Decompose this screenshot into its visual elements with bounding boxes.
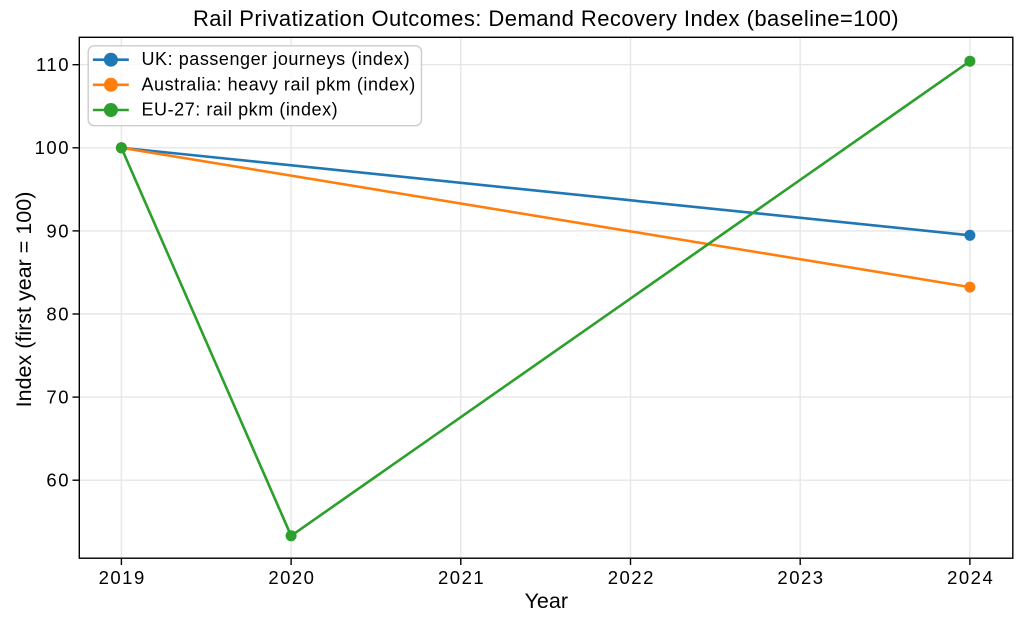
svg-text:Rail Privatization Outcomes: D: Rail Privatization Outcomes: Demand Reco… xyxy=(193,6,899,31)
svg-text:Year: Year xyxy=(525,589,568,613)
svg-text:100: 100 xyxy=(35,137,70,158)
svg-text:2022: 2022 xyxy=(608,567,655,588)
svg-text:80: 80 xyxy=(46,303,70,324)
svg-text:90: 90 xyxy=(46,220,70,241)
svg-text:Australia: heavy rail pkm (ind: Australia: heavy rail pkm (index) xyxy=(142,74,416,94)
svg-text:2023: 2023 xyxy=(777,567,824,588)
svg-text:2019: 2019 xyxy=(99,567,146,588)
svg-text:60: 60 xyxy=(46,470,70,491)
svg-text:2021: 2021 xyxy=(438,567,485,588)
svg-text:110: 110 xyxy=(36,54,70,75)
svg-text:2020: 2020 xyxy=(268,567,315,588)
svg-text:UK: passenger journeys (index): UK: passenger journeys (index) xyxy=(142,49,411,69)
svg-text:70: 70 xyxy=(46,387,70,408)
svg-text:2024: 2024 xyxy=(947,567,994,588)
svg-text:EU-27: rail pkm (index): EU-27: rail pkm (index) xyxy=(142,100,339,120)
svg-text:Index (first year = 100): Index (first year = 100) xyxy=(12,192,36,408)
